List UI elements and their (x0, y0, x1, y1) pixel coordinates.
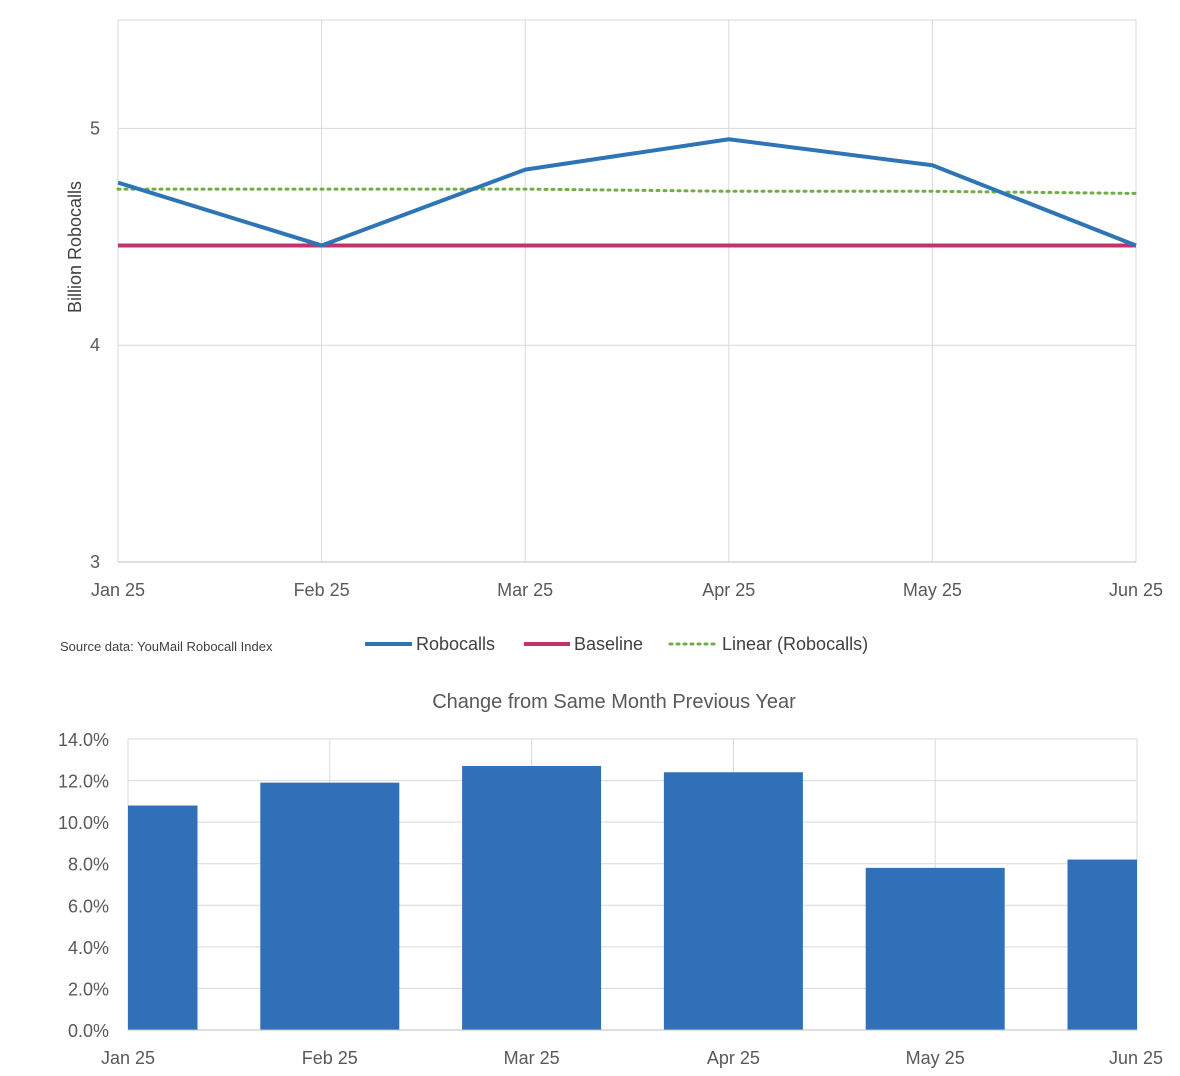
robocalls-line-chart: 3 4 5 Jan 25 Feb 25 Mar 25 Apr 25 May 25 Jun 25… (65, 19, 1163, 600)
bar-chart-x-tick-label: Apr 25 (707, 1048, 760, 1068)
legend-label-linear-robocalls: Linear (Robocalls) (722, 634, 868, 654)
bar-chart-x-tick-label: Mar 25 (504, 1048, 560, 1068)
bar-chart-y-tick-label: 2.0% (68, 979, 109, 999)
bar-chart-y-tick-label: 4.0% (68, 938, 109, 958)
bar-chart-x-tick-label: Jun 25 (1109, 1048, 1163, 1068)
line-chart-x-tick-label: Mar 25 (497, 580, 553, 600)
bar-apr-25 (663, 772, 803, 1030)
line-chart-x-tick-label: Jun 25 (1109, 580, 1163, 600)
series-line-linear-robocalls (116, 187, 1138, 195)
yoy-change-bar-chart: Change from Same Month Previous Year 0.0… (58, 691, 1163, 1068)
series-line-robocalls (117, 137, 1137, 248)
line-chart-grid (117, 19, 1137, 563)
bar-chart-x-tick-label: Jan 25 (101, 1048, 155, 1068)
line-chart-y-ticks: 3 4 5 (90, 118, 100, 572)
bar-feb-25 (260, 782, 400, 1030)
bar-chart-y-tick-label: 12.0% (58, 772, 109, 792)
line-chart-y-tick-label: 3 (90, 552, 100, 572)
line-chart-x-tick-label: Feb 25 (294, 580, 350, 600)
line-chart-y-tick-label: 5 (90, 118, 100, 138)
bar-jan-25 (128, 805, 198, 1030)
bar-chart-x-ticks: Jan 25 Feb 25 Mar 25 Apr 25 May 25 Jun 25 (101, 1048, 1163, 1068)
line-chart-x-tick-label: Apr 25 (702, 580, 755, 600)
line-chart-plot-border (117, 19, 1137, 563)
bar-chart-y-tick-label: 0.0% (68, 1021, 109, 1041)
line-chart-legend: Robocalls Baseline Linear (Robocalls) (365, 634, 868, 654)
bar-chart-title: Change from Same Month Previous Year (432, 691, 796, 713)
bar-chart-y-ticks: 0.0% 2.0% 4.0% 6.0% 8.0% 10.0% 12.0% 14.0% (58, 730, 109, 1041)
line-chart-y-tick-label: 4 (90, 335, 100, 355)
bar-chart-y-tick-label: 14.0% (58, 730, 109, 750)
line-chart-y-axis-title: Billion Robocalls (65, 181, 85, 313)
source-note: Source data: YouMail Robocall Index (60, 639, 273, 654)
bar-mar-25 (462, 766, 602, 1030)
bar-jun-25 (1067, 859, 1137, 1030)
line-chart-series (116, 137, 1138, 248)
bar-chart-y-tick-label: 10.0% (58, 813, 109, 833)
bar-may-25 (865, 867, 1005, 1030)
legend-label-robocalls: Robocalls (416, 634, 495, 654)
bar-chart-x-tick-label: May 25 (906, 1048, 965, 1068)
legend-label-baseline: Baseline (574, 634, 643, 654)
line-chart-x-ticks: Jan 25 Feb 25 Mar 25 Apr 25 May 25 Jun 25 (91, 580, 1163, 600)
bar-chart-x-tick-label: Feb 25 (302, 1048, 358, 1068)
bar-chart-bars (128, 766, 1137, 1031)
bar-chart-y-tick-label: 6.0% (68, 896, 109, 916)
bar-chart-y-tick-label: 8.0% (68, 855, 109, 875)
line-chart-x-tick-label: May 25 (903, 580, 962, 600)
line-chart-x-tick-label: Jan 25 (91, 580, 145, 600)
